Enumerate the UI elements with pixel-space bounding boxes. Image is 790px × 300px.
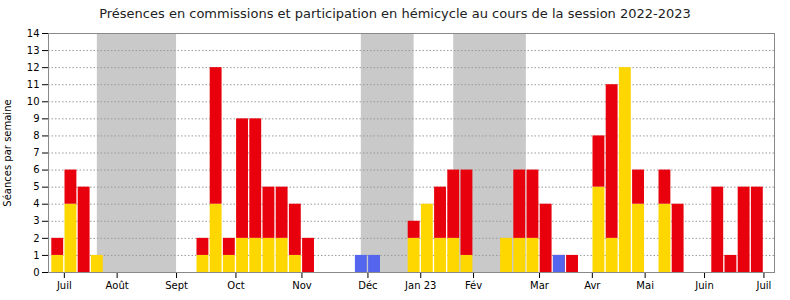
html-text:Présences en commissions et pa: Présences en commissions et participatio… <box>99 6 691 21</box>
svg-text:2: 2 <box>33 233 39 244</box>
svg-text:10: 10 <box>27 96 40 107</box>
svg-text:4: 4 <box>33 198 39 209</box>
svg-text:6: 6 <box>33 164 39 175</box>
svg-text:Oct: Oct <box>227 280 244 291</box>
svg-text:Avr: Avr <box>584 280 601 291</box>
svg-text:5: 5 <box>33 181 39 192</box>
svg-text:Sept: Sept <box>165 280 188 291</box>
svg-text:Jan 23: Jan 23 <box>404 280 436 291</box>
svg-text:Juil: Juil <box>56 280 72 291</box>
svg-text:14: 14 <box>27 28 40 39</box>
svg-text:8: 8 <box>33 130 39 141</box>
svg-text:7: 7 <box>33 147 39 158</box>
svg-text:12: 12 <box>27 62 40 73</box>
svg-text:Fév: Fév <box>465 280 482 291</box>
svg-text:1: 1 <box>33 250 39 261</box>
svg-text:Mai: Mai <box>636 280 654 291</box>
svg-text:Août: Août <box>106 280 129 291</box>
svg-text:13: 13 <box>27 45 40 56</box>
svg-text:Juin: Juin <box>694 280 713 291</box>
svg-text:0: 0 <box>33 267 39 278</box>
svg-text:3: 3 <box>33 215 39 226</box>
svg-text:Déc: Déc <box>358 280 377 291</box>
svg-text:Mar: Mar <box>530 280 550 291</box>
svg-text:9: 9 <box>33 113 39 124</box>
svg-text:Séances par semaine: Séances par semaine <box>2 99 13 206</box>
svg-text:11: 11 <box>27 79 40 90</box>
svg-text:Juil: Juil <box>756 280 772 291</box>
svg-text:Nov: Nov <box>292 280 312 291</box>
